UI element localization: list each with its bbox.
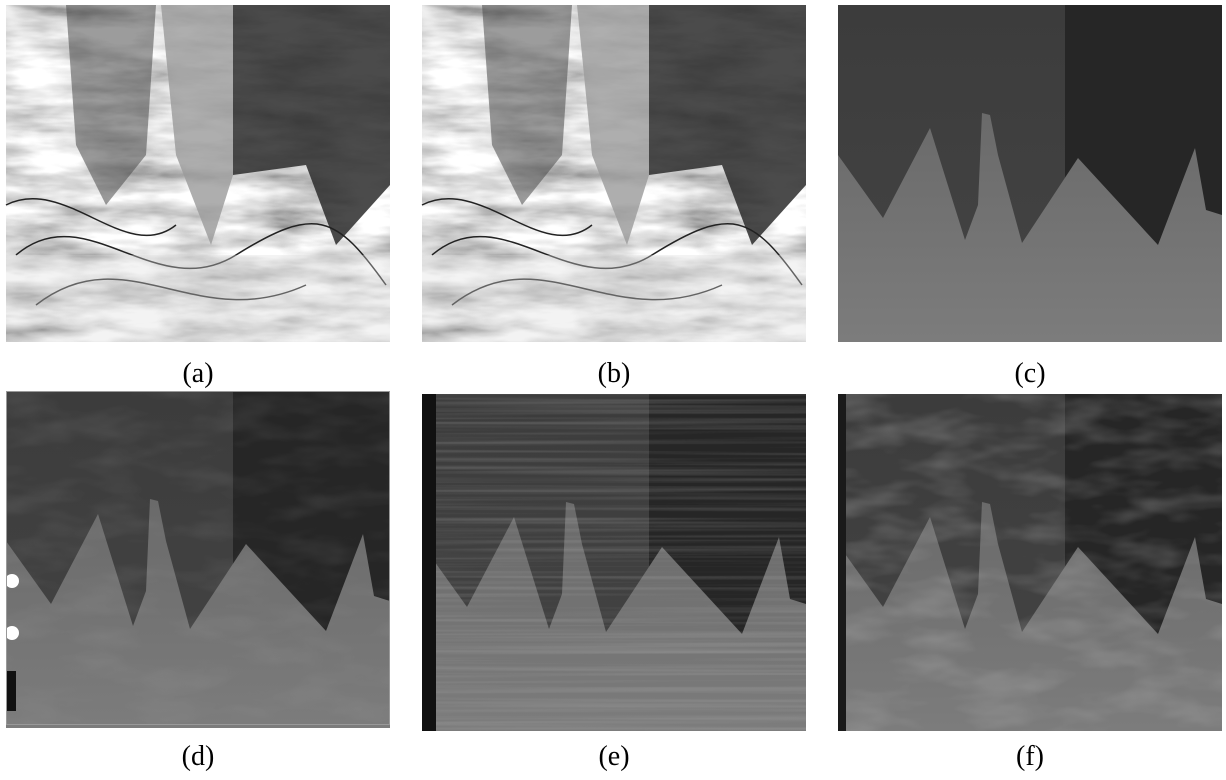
left-band [422, 394, 436, 731]
hole [5, 626, 19, 640]
disparity-map [6, 391, 390, 728]
left-band [838, 394, 846, 731]
image-left [6, 5, 390, 342]
panel-b [422, 5, 806, 342]
hole [5, 574, 19, 588]
panel-a [6, 5, 390, 342]
figure: (a) (b) (c) (d) (e) (f) [0, 0, 1226, 780]
hole [6, 671, 16, 711]
caption: (e) [598, 741, 629, 772]
ground-truth [838, 5, 1222, 342]
noise [838, 394, 1222, 731]
caption: (c) [1014, 358, 1045, 389]
page: (a)(b)(c)(d)(e)(f) (() => { const data =… [0, 0, 1226, 780]
caption: (b) [598, 358, 631, 389]
caption: (a) [182, 358, 213, 389]
panel-f [838, 394, 1222, 731]
noise [422, 394, 806, 731]
panel-d [5, 391, 390, 728]
image-right [422, 5, 806, 342]
panel-e [422, 394, 806, 731]
caption: (d) [182, 741, 215, 772]
caption: (f) [1016, 741, 1044, 772]
panel-c [838, 5, 1222, 342]
